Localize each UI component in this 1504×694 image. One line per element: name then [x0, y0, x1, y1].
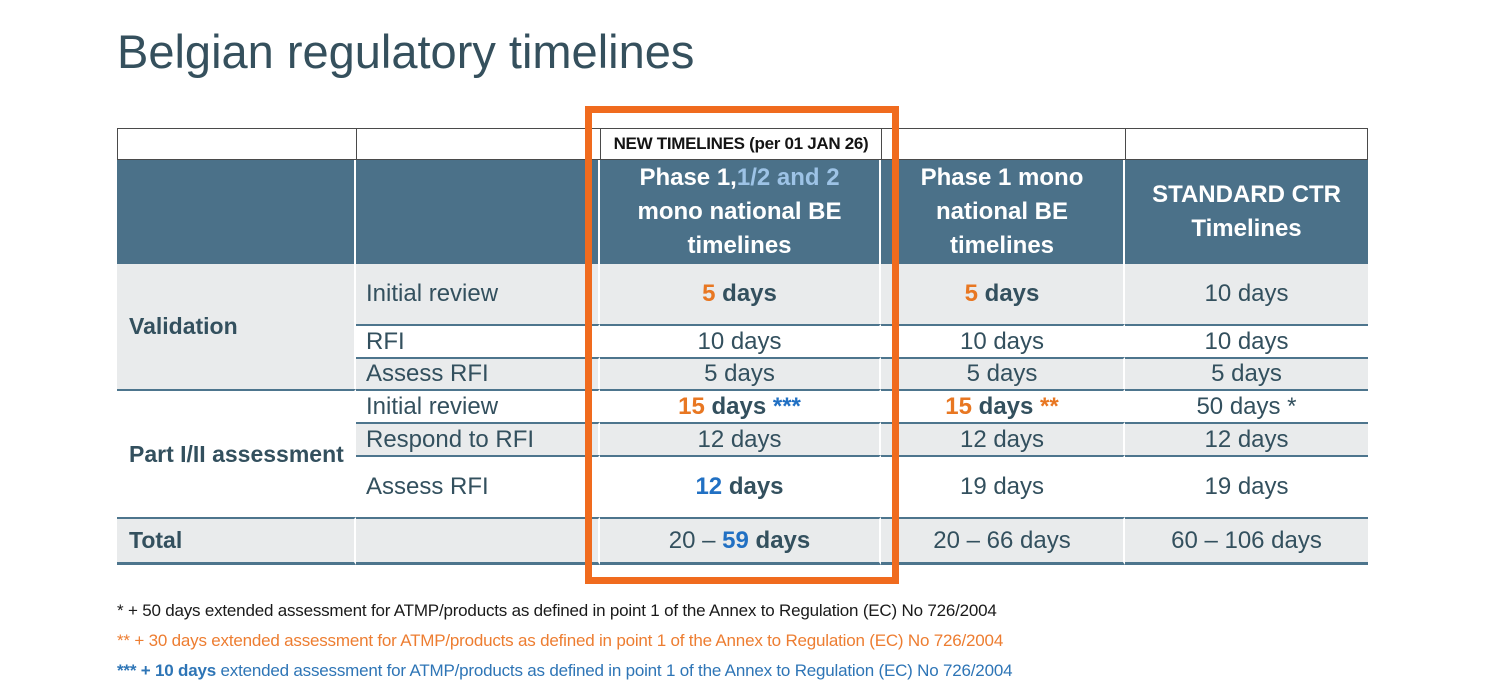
total-value-cell: 20 – 66 days	[881, 517, 1125, 565]
text-segment: *** + 10 days	[117, 661, 221, 680]
text-segment: days	[704, 392, 773, 420]
group-cell-validation: Validation	[117, 264, 356, 389]
value-cell: 10 days	[881, 324, 1125, 357]
text-segment: 5 days	[704, 360, 775, 387]
value-cell: 10 days	[1125, 264, 1368, 324]
value-cell: 10 days	[1125, 324, 1368, 357]
text-segment: 12 days	[697, 425, 782, 453]
value-cell: 15 days ***	[600, 389, 881, 422]
empty-cell	[117, 128, 356, 160]
value-cell: 5 days	[1125, 357, 1368, 389]
text-segment: 20 –	[668, 526, 723, 554]
text-segment: 15	[678, 392, 705, 420]
text-segment: 12 days	[1204, 425, 1289, 453]
total-label-cell: Total	[117, 517, 356, 565]
banner-cell: NEW TIMELINES (per 01 JAN 26)	[600, 128, 881, 160]
text-segment: 19 days	[959, 473, 1045, 500]
text-segment: 12	[695, 473, 723, 500]
text-segment: days	[722, 473, 784, 500]
text-segment: Phase 1 mono national BE timelines	[920, 164, 1084, 259]
value-cell: 10 days	[600, 324, 881, 357]
text-segment: extended assessment for ATMP/products as…	[220, 661, 1013, 680]
empty-cell	[356, 128, 600, 160]
footnote-triple-asterisk: *** + 10 days extended assessment for AT…	[117, 661, 1013, 681]
value-cell: 50 days *	[1125, 389, 1368, 422]
empty-cell	[1125, 128, 1368, 160]
total-row: Total 20 – 59 days 20 – 66 days 60 – 106…	[117, 517, 1368, 565]
table-row: Validation Initial review 5 days 5 days …	[117, 264, 1368, 389]
text-segment: mono national BE timelines	[637, 198, 842, 259]
table-row: Assess RFI 12 days 19 days 19 days	[117, 455, 1368, 517]
page-title: Belgian regulatory timelines	[117, 25, 695, 78]
empty-header-cell	[356, 160, 600, 264]
text-segment: days	[977, 280, 1040, 307]
table-row: Part I/II assessment Initial review 15 d…	[117, 389, 1368, 517]
text-segment: 12 days	[959, 425, 1045, 453]
col-header-phase-1-12-2: Phase 1,1/2 and 2 mono national BE timel…	[600, 160, 881, 264]
text-segment: 59	[722, 526, 749, 554]
row-label: RFI	[356, 324, 600, 357]
value-cell: 12 days	[600, 455, 881, 517]
text-segment: 60 – 106 days	[1171, 526, 1322, 554]
value-cell: 12 days	[1125, 422, 1368, 455]
row-label: Initial review	[356, 264, 600, 324]
empty-header-cell	[117, 160, 356, 264]
empty-cell	[881, 128, 1125, 160]
value-cell: 12 days	[600, 422, 881, 455]
value-cell: 5 days	[881, 357, 1125, 389]
table-row: RFI 10 days 10 days 10 days	[117, 324, 1368, 357]
text-segment: days	[715, 280, 777, 307]
text-segment: 10 days	[697, 327, 782, 355]
value-cell: 12 days	[881, 422, 1125, 455]
row-label: Respond to RFI	[356, 422, 600, 455]
text-segment: 5	[964, 280, 978, 307]
value-cell: 15 days **	[881, 389, 1125, 422]
table-row: Assess RFI 5 days 5 days 5 days	[117, 357, 1368, 389]
group-cell-part-i-ii-assessment: Part I/II assessment	[117, 389, 356, 517]
text-segment: Phase 1,	[639, 164, 737, 191]
text-segment: 5 days	[1211, 360, 1282, 387]
text-segment: ** + 30 days extended assessment for ATM…	[117, 631, 1004, 650]
value-cell: 5 days	[600, 264, 881, 324]
text-segment: days	[971, 392, 1041, 420]
total-value-cell: 20 – 59 days	[600, 517, 881, 565]
col-header-standard-ctr: STANDARD CTR Timelines	[1125, 160, 1368, 264]
value-cell: 19 days	[1125, 455, 1368, 517]
text-segment: 5	[702, 280, 716, 307]
col-header-phase-1-mono: Phase 1 mono national BE timelines	[881, 160, 1125, 264]
text-segment: 19 days	[1204, 473, 1289, 500]
timelines-table: NEW TIMELINES (per 01 JAN 26) Phase 1,1/…	[117, 128, 1368, 565]
text-segment: 10 days	[1204, 280, 1289, 307]
value-cell: 5 days	[600, 357, 881, 389]
header-row: Phase 1,1/2 and 2 mono national BE timel…	[117, 160, 1368, 264]
row-label: Initial review	[356, 389, 600, 422]
text-segment: * + 50 days extended assessment for ATMP…	[117, 601, 997, 620]
value-cell: 5 days	[881, 264, 1125, 324]
text-segment: 1/2 and 2	[736, 164, 840, 191]
text-segment: 5 days	[966, 360, 1038, 387]
text-segment: **	[1040, 392, 1059, 420]
empty-cell	[356, 517, 600, 565]
row-label: Assess RFI	[356, 357, 600, 389]
value-cell: 19 days	[881, 455, 1125, 517]
text-segment: ***	[772, 392, 801, 420]
footnote-double-asterisk: ** + 30 days extended assessment for ATM…	[117, 631, 1003, 651]
table-row: Respond to RFI 12 days 12 days 12 days	[117, 422, 1368, 455]
row-label: Assess RFI	[356, 455, 600, 517]
footnote-single-asterisk: * + 50 days extended assessment for ATMP…	[117, 601, 997, 621]
text-segment: 10 days	[959, 327, 1045, 355]
text-segment: 10 days	[1204, 327, 1289, 355]
total-value-cell: 60 – 106 days	[1125, 517, 1368, 565]
text-segment: STANDARD CTR Timelines	[1152, 181, 1341, 242]
text-segment: 20 – 66 days	[933, 526, 1071, 554]
text-segment: days	[748, 526, 811, 554]
text-segment: 50 days *	[1196, 392, 1297, 420]
text-segment: 15	[945, 392, 972, 420]
banner-row: NEW TIMELINES (per 01 JAN 26)	[117, 128, 1368, 160]
